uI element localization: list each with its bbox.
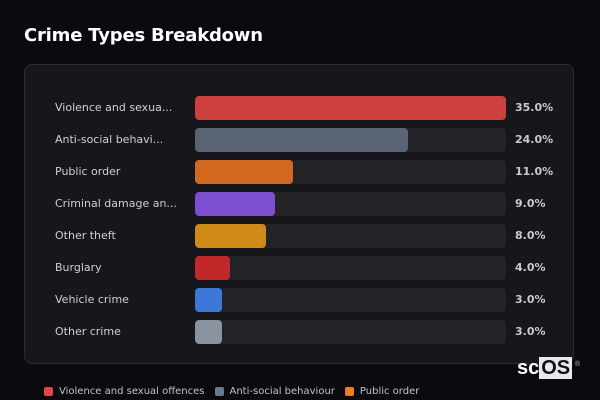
bar-label: Other crime	[55, 325, 121, 338]
scos-logo: sc OS ®	[517, 357, 580, 379]
logo-text-os: OS	[539, 357, 573, 379]
bar-row[interactable]: Violence and sexua... 35.0%	[25, 96, 573, 120]
registered-mark: ®	[574, 361, 581, 368]
legend-item[interactable]: Anti-social behaviour	[214, 386, 335, 397]
bar-row[interactable]: Other crime 3.0%	[25, 320, 573, 344]
bar-row[interactable]: Public order 11.0%	[25, 160, 573, 184]
bar-fill[interactable]	[195, 160, 293, 184]
legend-swatch-icon	[214, 387, 224, 396]
bar-label: Other theft	[55, 229, 116, 242]
bar-track	[195, 96, 506, 120]
bar-value: 3.0%	[515, 325, 546, 338]
bar-track	[195, 288, 506, 312]
legend-item[interactable]: Public order	[344, 386, 420, 397]
bar-row[interactable]: Other theft 8.0%	[25, 224, 573, 248]
bar-value: 4.0%	[515, 261, 546, 274]
bar-value: 11.0%	[515, 165, 554, 178]
bar-row[interactable]: Anti-social behavi... 24.0%	[25, 128, 573, 152]
chart-legend: Violence and sexual offences Anti-social …	[44, 386, 429, 397]
bar-fill[interactable]	[195, 96, 506, 120]
bar-track	[195, 160, 506, 184]
legend-label: Public order	[359, 386, 420, 397]
bar-fill[interactable]	[195, 320, 222, 344]
legend-swatch-icon	[44, 387, 53, 396]
bar-track	[195, 320, 506, 344]
legend-label: Anti-social behaviour	[229, 386, 335, 397]
legend-swatch-icon	[344, 387, 354, 396]
bar-row[interactable]: Burglary 4.0%	[25, 256, 573, 280]
bar-label: Anti-social behavi...	[55, 133, 164, 146]
bar-label: Burglary	[55, 261, 102, 274]
chart-panel: Violence and sexua... 35.0% Anti-social be…	[24, 64, 574, 364]
bar-row[interactable]: Vehicle crime 3.0%	[25, 288, 573, 312]
logo-text-sc: sc	[517, 357, 540, 379]
bar-fill[interactable]	[195, 224, 267, 248]
bar-track	[195, 192, 506, 216]
bar-fill[interactable]	[195, 256, 231, 280]
legend-label: Violence and sexual offences	[59, 386, 205, 397]
bar-fill[interactable]	[195, 128, 409, 152]
bar-label: Violence and sexua...	[55, 101, 173, 114]
bar-value: 8.0%	[515, 229, 546, 242]
bar-fill[interactable]	[195, 288, 222, 312]
bar-value: 3.0%	[515, 293, 546, 306]
bar-track	[195, 224, 506, 248]
bar-value: 35.0%	[515, 101, 554, 114]
bar-value: 24.0%	[515, 133, 554, 146]
bar-track	[195, 128, 506, 152]
bar-label: Vehicle crime	[55, 293, 129, 306]
bar-label: Criminal damage an...	[55, 197, 177, 210]
bar-fill[interactable]	[195, 192, 275, 216]
legend-item[interactable]: Violence and sexual offences	[44, 386, 205, 397]
bar-label: Public order	[55, 165, 121, 178]
bar-value: 9.0%	[515, 197, 546, 210]
chart-title: Crime Types Breakdown	[24, 25, 263, 46]
bar-track	[195, 256, 506, 280]
bar-row[interactable]: Criminal damage an... 9.0%	[25, 192, 573, 216]
